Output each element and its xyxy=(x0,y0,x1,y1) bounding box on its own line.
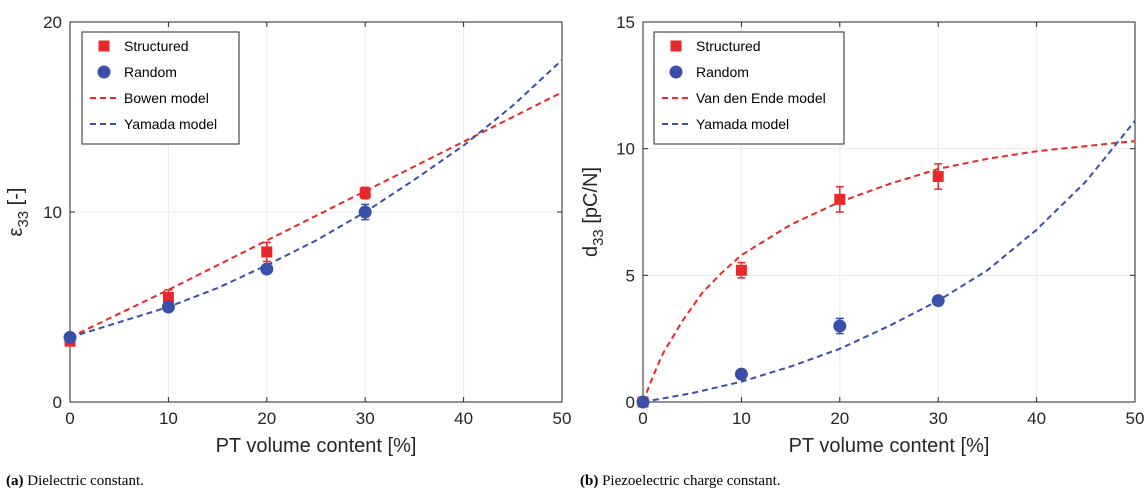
legend-box xyxy=(653,31,845,145)
series-line-yamada-model xyxy=(643,120,1135,402)
y-axis-label: ε33 [-] xyxy=(5,188,32,237)
x-tick-label: 30 xyxy=(356,409,375,428)
caption-b-label: (b) xyxy=(580,473,599,489)
y-tick-label: 20 xyxy=(43,13,62,32)
data-point-random xyxy=(734,367,748,381)
series-line-van-den-ende-model xyxy=(643,140,1135,402)
caption-a-text: Dielectric constant. xyxy=(27,473,144,489)
legend-marker xyxy=(97,65,111,79)
legend-marker xyxy=(670,40,682,52)
y-tick-label: 15 xyxy=(616,13,635,32)
plot-frame xyxy=(642,21,1136,403)
legend-label: Random xyxy=(696,64,749,80)
legend: Structured Random Van den Ende model Yamada… xyxy=(653,31,845,145)
caption-b-text: Piezoelectric charge constant. xyxy=(602,473,781,489)
data-point-structured xyxy=(359,187,371,199)
data-point-random xyxy=(833,319,847,333)
x-tick-label: 40 xyxy=(454,409,473,428)
legend-marker xyxy=(669,65,683,79)
y-axis-label: d33 [pC/N] xyxy=(580,167,607,257)
data-point-random xyxy=(260,262,274,276)
x-tick-label: 20 xyxy=(830,409,849,428)
data-point-random xyxy=(358,205,372,219)
y-tick-label: 0 xyxy=(53,393,62,412)
chart-panel-a: 0 10 20 30 40 50 0 10 20 PT volume content [%] ε33… xyxy=(5,13,571,457)
y-tick-label: 10 xyxy=(43,203,62,222)
legend-label: Yamada model xyxy=(124,116,217,132)
caption-b: (b) Piezoelectric charge constant. xyxy=(580,473,780,490)
data-point-random xyxy=(636,395,650,409)
legend-marker xyxy=(98,40,110,52)
chart-panel-b: 0 10 20 30 40 50 0 5 10 15 PT volume content [%] d3… xyxy=(580,13,1144,457)
x-tick-label: 40 xyxy=(1027,409,1046,428)
x-tick-label: 0 xyxy=(638,409,647,428)
data-point-structured xyxy=(162,292,174,303)
series-line-yamada-model xyxy=(70,59,562,339)
legend-label: Yamada model xyxy=(696,116,789,132)
x-tick-label: 50 xyxy=(1126,409,1145,428)
data-point-structured xyxy=(261,246,273,258)
y-tick-label: 0 xyxy=(626,393,635,412)
x-tick-label: 0 xyxy=(65,409,74,428)
y-tick-label: 10 xyxy=(616,140,635,159)
y-tick-label: 5 xyxy=(626,266,635,285)
x-axis-label: PT volume content [%] xyxy=(789,435,990,457)
x-tick-label: 10 xyxy=(732,409,751,428)
x-tick-label: 50 xyxy=(553,409,572,428)
data-point-random xyxy=(931,294,945,308)
legend: Structured Random Bowen model Yamada model xyxy=(81,31,240,145)
legend-label: Van den Ende model xyxy=(696,90,826,106)
legend-label: Random xyxy=(124,64,177,80)
data-point-random xyxy=(63,330,77,344)
data-point-structured xyxy=(932,171,944,183)
data-point-structured xyxy=(735,264,747,276)
caption-a-label: (a) xyxy=(6,473,24,489)
data-point-structured xyxy=(834,193,846,205)
legend-label: Structured xyxy=(124,38,189,54)
x-tick-label: 30 xyxy=(929,409,948,428)
x-tick-label: 10 xyxy=(159,409,178,428)
caption-a: (a) Dielectric constant. xyxy=(6,473,144,490)
legend-label: Structured xyxy=(696,38,761,54)
legend-label: Bowen model xyxy=(124,90,209,106)
data-point-random xyxy=(161,300,175,314)
series-line-bowen-model xyxy=(70,91,562,339)
x-axis-label: PT volume content [%] xyxy=(216,435,417,457)
x-tick-label: 20 xyxy=(257,409,276,428)
